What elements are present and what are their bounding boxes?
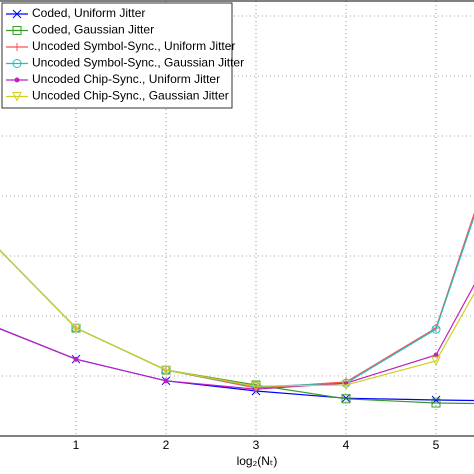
- legend-label: Coded, Gaussian Jitter: [32, 23, 154, 37]
- x-axis-label: log₂(Nₜ): [237, 454, 278, 468]
- legend-label: Uncoded Chip-Sync., Gaussian Jitter: [32, 89, 229, 103]
- marker: [251, 381, 261, 392]
- marker: [431, 324, 441, 334]
- marker: [73, 356, 79, 362]
- x-tick-label: 4: [343, 438, 350, 452]
- marker: [341, 394, 351, 404]
- marker: [433, 352, 439, 358]
- marker: [14, 77, 20, 83]
- legend-label: Coded, Uniform Jitter: [32, 6, 145, 20]
- series-line: [0, 249, 474, 387]
- marker: [12, 9, 22, 19]
- marker: [12, 26, 22, 35]
- marker: [71, 323, 81, 334]
- x-tick-label: 2: [163, 438, 170, 452]
- x-tick-label: 3: [253, 438, 260, 452]
- marker: [163, 378, 169, 384]
- x-tick-label: 1: [73, 438, 80, 452]
- marker: [431, 356, 441, 367]
- legend: Coded, Uniform Jitter Coded, Gaussian Jit…: [1, 2, 244, 109]
- legend-box: [1, 2, 233, 109]
- legend-label: Uncoded Chip-Sync., Uniform Jitter: [32, 72, 220, 86]
- plot-frame: [0, 0, 474, 437]
- marker: [431, 398, 441, 408]
- marker: [12, 59, 22, 68]
- marker: [13, 43, 21, 51]
- legend-label: Uncoded Symbol-Sync., Uniform Jitter: [32, 39, 235, 53]
- legend-label: Uncoded Symbol-Sync., Gaussian Jitter: [32, 56, 244, 70]
- x-tick-label: 5: [433, 438, 440, 452]
- marker: [12, 92, 22, 102]
- marker: [341, 380, 351, 391]
- marker: [161, 365, 171, 376]
